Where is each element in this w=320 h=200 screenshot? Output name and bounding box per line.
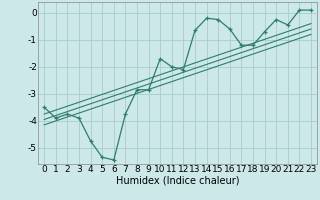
X-axis label: Humidex (Indice chaleur): Humidex (Indice chaleur) xyxy=(116,176,239,186)
